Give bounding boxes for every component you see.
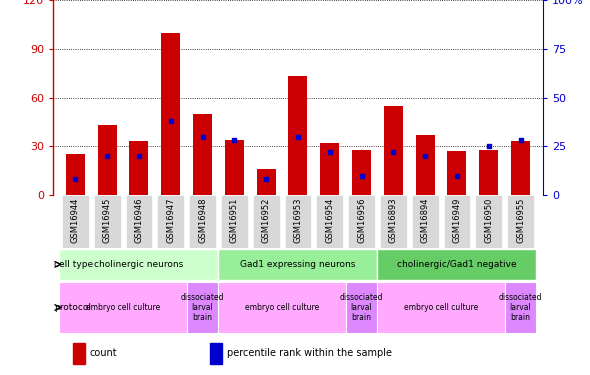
FancyBboxPatch shape — [378, 282, 504, 333]
Text: GSM16944: GSM16944 — [71, 198, 80, 243]
FancyBboxPatch shape — [284, 195, 312, 248]
Point — [135, 153, 144, 159]
Point — [230, 137, 239, 143]
Point — [71, 176, 80, 182]
Text: GSM16947: GSM16947 — [166, 198, 175, 243]
Text: GSM16953: GSM16953 — [293, 198, 303, 243]
FancyBboxPatch shape — [218, 282, 346, 333]
Text: GSM16950: GSM16950 — [484, 198, 493, 243]
Text: embryo cell culture: embryo cell culture — [245, 303, 319, 312]
Point — [357, 172, 366, 178]
Point — [421, 153, 430, 159]
FancyBboxPatch shape — [126, 195, 152, 248]
Bar — [73, 343, 85, 364]
Point — [389, 149, 398, 155]
Bar — [193, 114, 212, 195]
FancyBboxPatch shape — [186, 282, 218, 333]
FancyBboxPatch shape — [60, 282, 186, 333]
FancyBboxPatch shape — [253, 195, 280, 248]
FancyBboxPatch shape — [189, 195, 216, 248]
Bar — [225, 140, 244, 195]
Bar — [415, 135, 435, 195]
Point — [293, 134, 303, 140]
Text: cholinergic neurons: cholinergic neurons — [94, 260, 183, 269]
Text: GSM16952: GSM16952 — [261, 198, 271, 243]
Bar — [511, 141, 530, 195]
Bar — [97, 125, 117, 195]
FancyBboxPatch shape — [218, 249, 378, 280]
FancyBboxPatch shape — [158, 195, 184, 248]
Text: dissociated
larval
brain: dissociated larval brain — [499, 292, 542, 322]
Text: dissociated
larval
brain: dissociated larval brain — [181, 292, 224, 322]
Point — [325, 149, 335, 155]
Text: GSM16946: GSM16946 — [135, 198, 143, 243]
Text: percentile rank within the sample: percentile rank within the sample — [227, 348, 392, 357]
FancyBboxPatch shape — [62, 195, 88, 248]
Text: GSM16893: GSM16893 — [389, 198, 398, 243]
Bar — [66, 154, 85, 195]
Bar — [210, 343, 222, 364]
FancyBboxPatch shape — [316, 195, 343, 248]
Text: protocol: protocol — [54, 303, 91, 312]
Text: GSM16954: GSM16954 — [325, 198, 335, 243]
Text: Gad1 expressing neurons: Gad1 expressing neurons — [240, 260, 356, 269]
Text: embryo cell culture: embryo cell culture — [404, 303, 478, 312]
Bar — [479, 150, 499, 195]
FancyBboxPatch shape — [444, 195, 470, 248]
Text: GSM16949: GSM16949 — [453, 198, 461, 243]
FancyBboxPatch shape — [378, 249, 536, 280]
Text: GSM16956: GSM16956 — [357, 198, 366, 243]
FancyBboxPatch shape — [221, 195, 248, 248]
Point — [516, 137, 525, 143]
Point — [261, 176, 271, 182]
Text: GSM16945: GSM16945 — [103, 198, 112, 243]
Text: GSM16894: GSM16894 — [421, 198, 430, 243]
FancyBboxPatch shape — [348, 195, 375, 248]
Point — [103, 153, 112, 159]
Text: GSM16955: GSM16955 — [516, 198, 525, 243]
FancyBboxPatch shape — [507, 195, 534, 248]
Point — [166, 118, 175, 124]
Point — [484, 143, 493, 149]
Bar — [289, 76, 307, 195]
Bar — [257, 169, 276, 195]
Text: count: count — [90, 348, 117, 357]
Text: embryo cell culture: embryo cell culture — [86, 303, 160, 312]
FancyBboxPatch shape — [380, 195, 407, 248]
Bar — [320, 143, 339, 195]
FancyBboxPatch shape — [346, 282, 378, 333]
FancyBboxPatch shape — [412, 195, 438, 248]
Text: GSM16948: GSM16948 — [198, 198, 207, 243]
FancyBboxPatch shape — [476, 195, 502, 248]
Point — [198, 134, 207, 140]
Point — [452, 172, 461, 178]
Text: GSM16951: GSM16951 — [230, 198, 239, 243]
FancyBboxPatch shape — [94, 195, 120, 248]
Bar — [447, 151, 467, 195]
FancyBboxPatch shape — [60, 249, 218, 280]
Text: cell type: cell type — [54, 260, 93, 269]
Text: cholinergic/Gad1 negative: cholinergic/Gad1 negative — [397, 260, 517, 269]
Bar — [129, 141, 149, 195]
FancyBboxPatch shape — [504, 282, 536, 333]
Text: dissociated
larval
brain: dissociated larval brain — [340, 292, 384, 322]
Bar — [352, 150, 371, 195]
Bar — [384, 106, 403, 195]
Bar — [161, 33, 181, 195]
